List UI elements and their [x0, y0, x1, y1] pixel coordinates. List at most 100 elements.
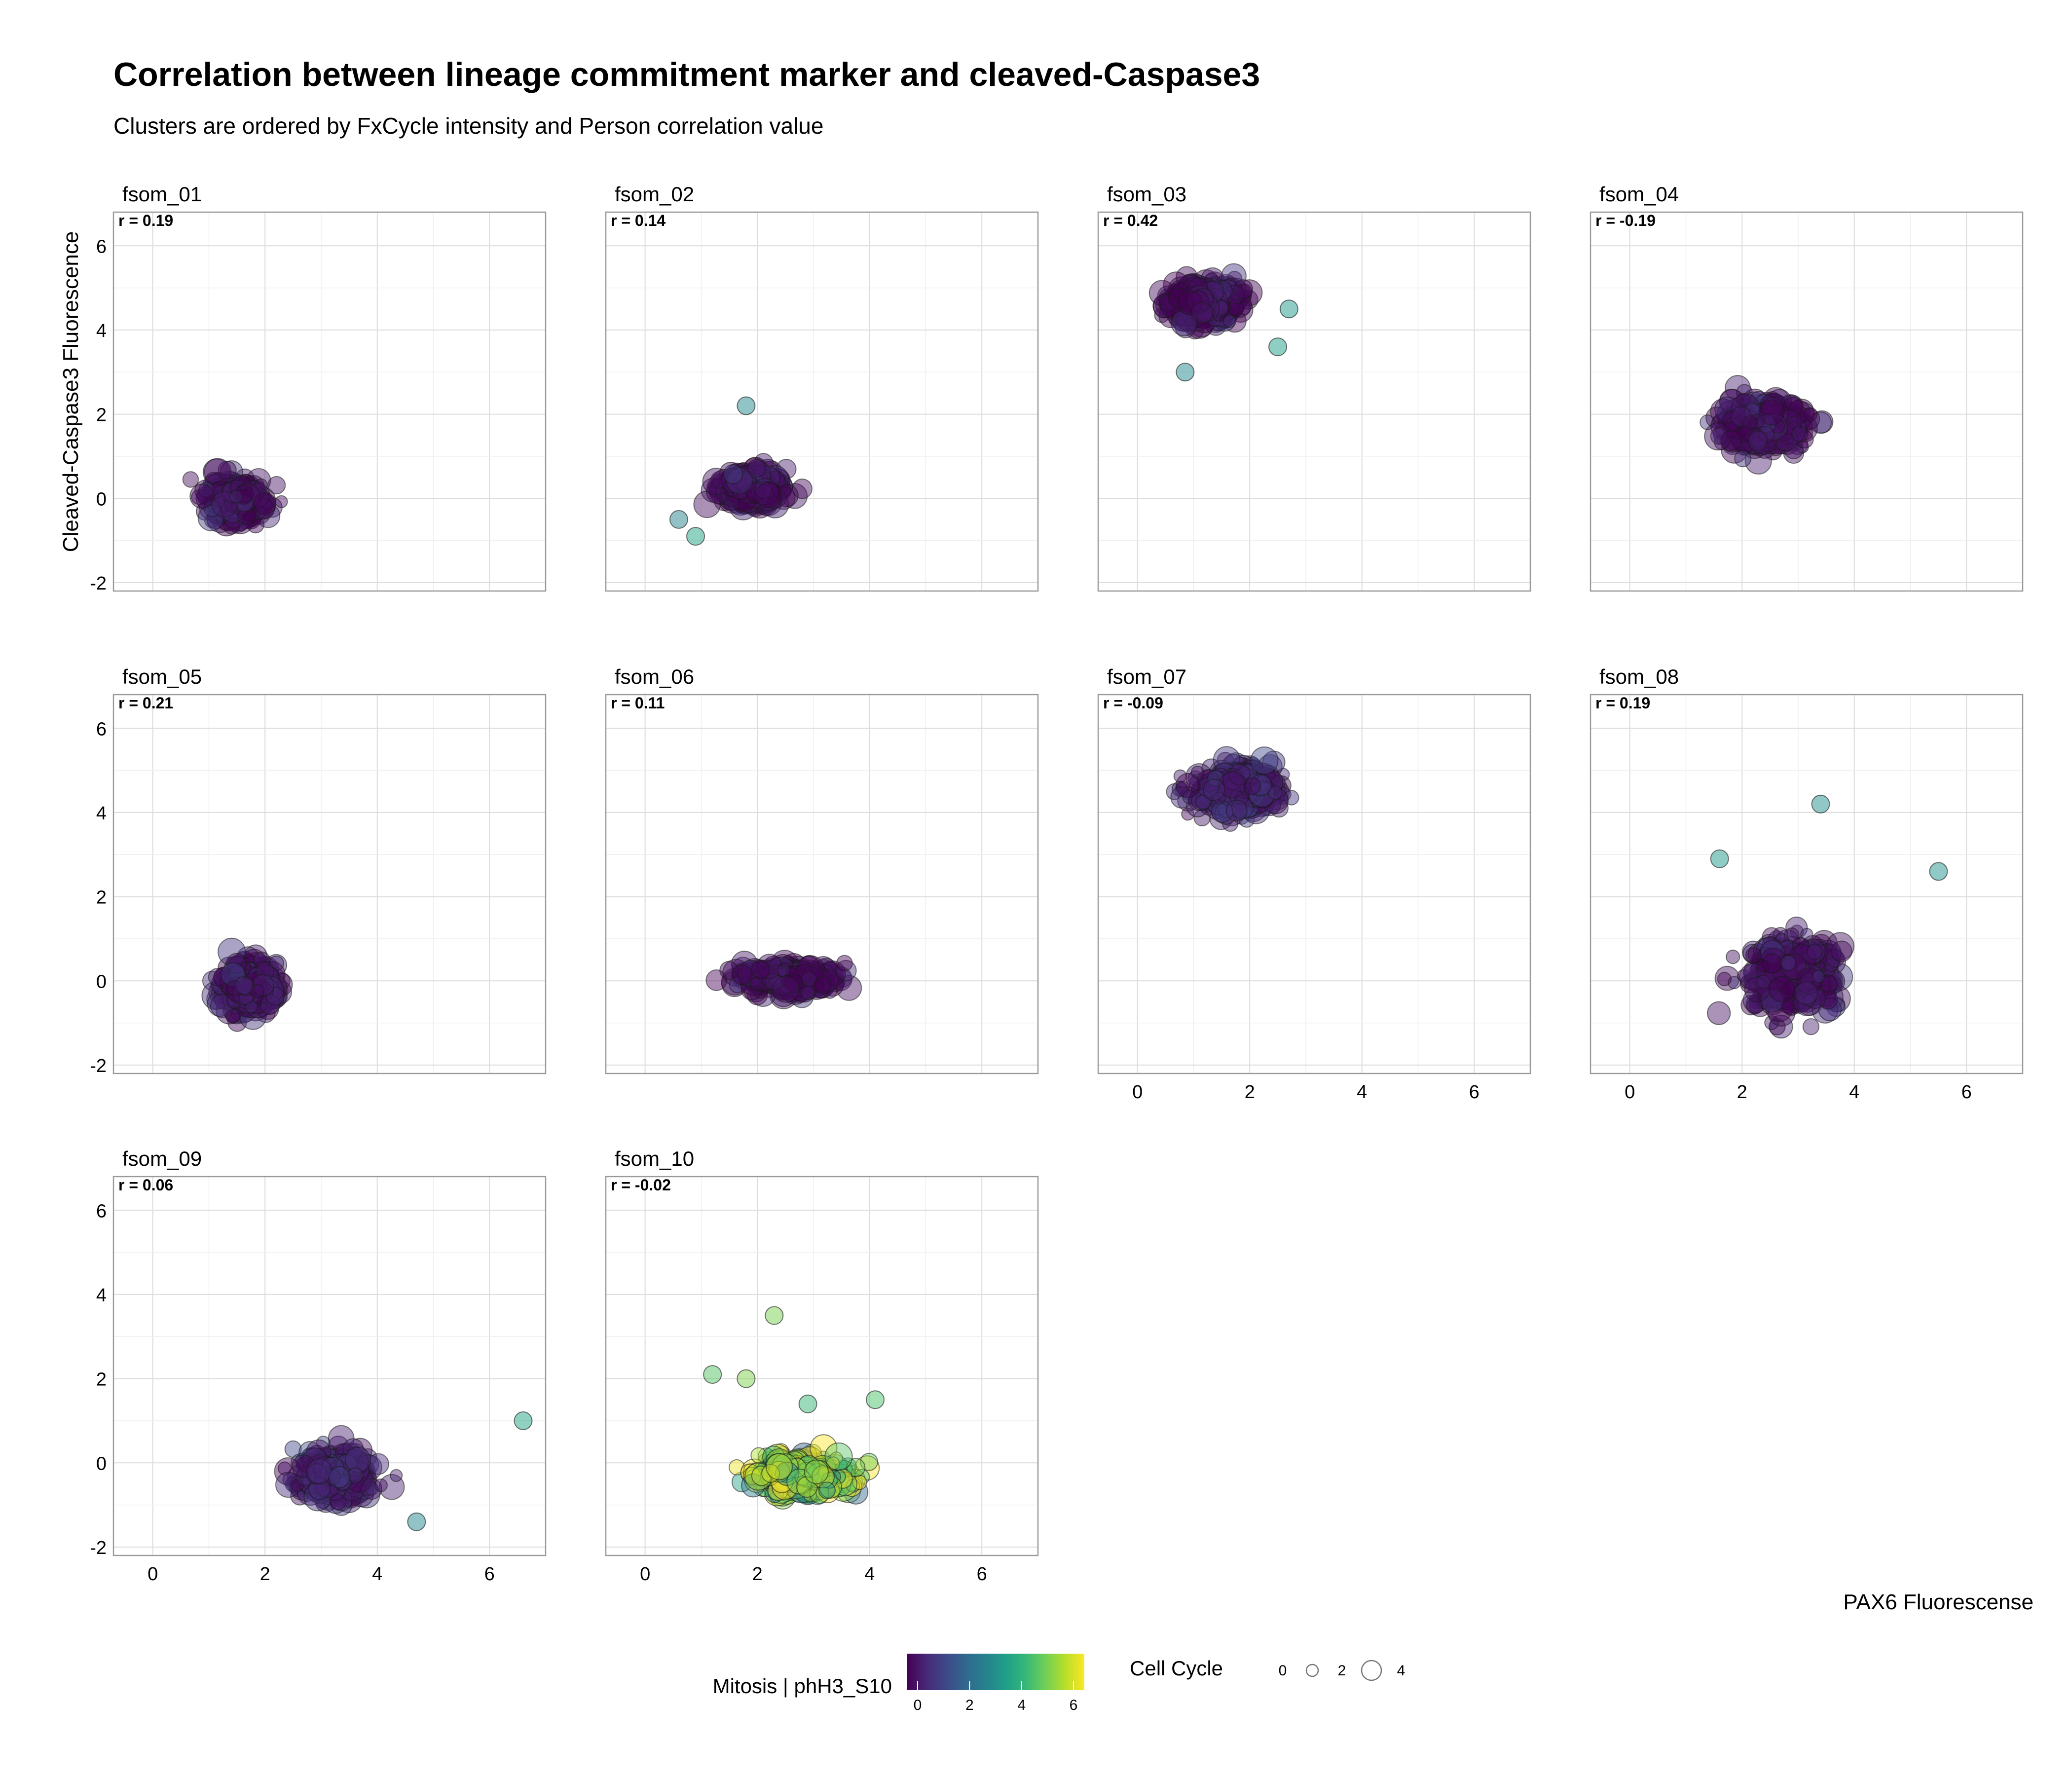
- legend-color-tick-label: 2: [965, 1697, 974, 1713]
- data-point: [1795, 430, 1814, 449]
- data-point-outlier: [737, 396, 756, 415]
- facet-title: fsom_09: [122, 1147, 202, 1170]
- data-point-outlier: [765, 1306, 784, 1325]
- data-point: [1730, 406, 1752, 428]
- legend-size-circle: [1305, 1664, 1319, 1677]
- x-tick-label: 6: [1961, 1082, 1972, 1103]
- y-tick-label: 0: [96, 1453, 107, 1474]
- x-tick-label: 0: [640, 1564, 650, 1585]
- panel-border: [1097, 211, 1531, 592]
- data-point-outlier: [866, 1390, 885, 1409]
- scatter-points: [1706, 794, 1948, 1039]
- panel-border: [605, 211, 1039, 592]
- data-point: [1725, 949, 1740, 964]
- facet-title: fsom_08: [1599, 665, 1679, 688]
- data-point: [275, 495, 288, 509]
- y-tick-label: 4: [96, 1285, 107, 1306]
- facet-fsom_06: fsom_06r = 0.11: [605, 665, 1039, 1074]
- data-point: [1770, 418, 1786, 434]
- data-point-outlier: [407, 1512, 426, 1531]
- data-point-outlier: [1710, 849, 1729, 868]
- data-point: [751, 960, 771, 980]
- x-tick-label: 4: [372, 1564, 382, 1585]
- scatter-points: [182, 458, 288, 537]
- y-tick-label: 4: [96, 321, 107, 341]
- scatter-points: [274, 1411, 533, 1531]
- data-point: [747, 459, 766, 478]
- facet-title: fsom_10: [615, 1147, 694, 1170]
- data-point-outlier: [1929, 862, 1948, 881]
- data-point: [236, 488, 252, 505]
- data-point: [198, 481, 215, 498]
- x-tick-label: 4: [1849, 1082, 1859, 1103]
- data-point: [204, 458, 232, 486]
- legend-size-circle: [1361, 1660, 1382, 1681]
- data-point: [374, 1478, 388, 1492]
- data-point: [1806, 943, 1823, 960]
- data-point: [1710, 427, 1728, 445]
- facet-title: fsom_01: [122, 183, 202, 206]
- facet-title: fsom_07: [1107, 665, 1186, 688]
- x-axis-title: PAX6 Fluorescense: [1843, 1590, 2034, 1614]
- data-point: [804, 1459, 829, 1484]
- correlation-label: r = 0.42: [1103, 212, 1158, 229]
- scatter-points: [1148, 263, 1298, 382]
- y-tick-label: 4: [96, 803, 107, 824]
- y-tick-label: 6: [96, 1201, 107, 1221]
- facet-title: fsom_02: [615, 183, 694, 206]
- y-axis-title: Cleaved-Caspase3 Fluorescence: [59, 231, 83, 553]
- data-point: [253, 492, 277, 516]
- data-point: [390, 1469, 403, 1482]
- data-point: [229, 489, 243, 504]
- correlation-label: r = 0.14: [611, 212, 666, 229]
- data-point: [1802, 1018, 1820, 1036]
- data-point: [328, 1466, 351, 1488]
- legend-size-title: Cell Cycle: [1130, 1657, 1223, 1680]
- correlation-label: r = 0.19: [1595, 694, 1650, 712]
- data-point: [836, 955, 853, 972]
- data-point: [306, 1458, 333, 1484]
- y-tick-label: 2: [96, 405, 107, 426]
- data-point: [221, 962, 246, 987]
- data-point: [749, 976, 764, 991]
- data-point-outlier: [1811, 794, 1830, 814]
- scatter-points: [669, 396, 813, 546]
- data-point-outlier: [686, 527, 705, 546]
- panel-border: [112, 694, 547, 1074]
- chart-subtitle: Clusters are ordered by FxCycle intensit…: [113, 113, 824, 139]
- y-tick-label: -2: [90, 573, 107, 594]
- data-point: [818, 1481, 836, 1499]
- data-point-outlier: [737, 1369, 756, 1388]
- panel-border: [1097, 694, 1531, 1074]
- data-point: [225, 1008, 241, 1024]
- scatter-points: [703, 1306, 885, 1510]
- data-point: [255, 478, 268, 491]
- x-tick-label: 0: [1625, 1082, 1635, 1103]
- data-point: [1803, 407, 1818, 422]
- data-point: [329, 1493, 347, 1511]
- data-point: [1745, 947, 1762, 964]
- data-point: [792, 478, 813, 499]
- facet-fsom_04: fsom_04r = -0.19: [1590, 183, 2024, 592]
- data-point: [368, 1453, 389, 1475]
- data-point: [1203, 778, 1225, 801]
- data-point: [218, 460, 237, 480]
- facet-fsom_09: fsom_09r = 0.06 -2 0 2 4 6 0 2 4 6: [90, 1147, 547, 1585]
- x-tick-label: 2: [1737, 1082, 1747, 1103]
- correlation-label: r = 0.11: [611, 694, 665, 712]
- data-point: [1213, 300, 1229, 316]
- facet-fsom_07: fsom_07r = -0.09 0 2 4 6: [1097, 665, 1531, 1103]
- data-point: [1780, 955, 1797, 971]
- data-point: [1758, 399, 1785, 426]
- correlation-label: r = 0.19: [118, 212, 173, 229]
- data-point: [182, 471, 199, 488]
- facet-fsom_02: fsom_02r = 0.14: [605, 183, 1039, 592]
- facet-fsom_08: fsom_08r = 0.19 0 2 4 6: [1590, 665, 2024, 1103]
- facet-fsom_01: fsom_01r = 0.19 -2 0 2 4 6: [90, 183, 547, 594]
- data-point: [1791, 425, 1809, 443]
- correlation-label: r = -0.09: [1103, 694, 1163, 712]
- data-point: [1717, 971, 1732, 987]
- data-point-outlier: [798, 1394, 817, 1413]
- legend: Mitosis | phH3_S10 0 2 4 6 Cell Cycle 0 2 4: [713, 1654, 1405, 1713]
